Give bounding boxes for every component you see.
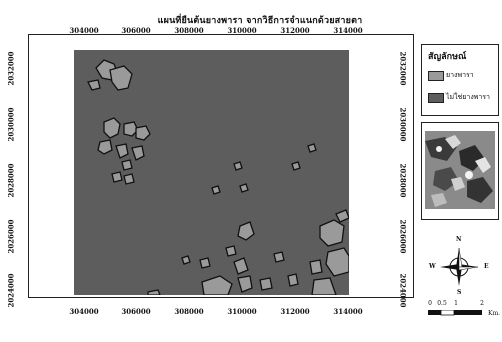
y-tick-left: 2026000 — [6, 219, 16, 254]
rubber-polygon — [319, 219, 345, 247]
legend-label-rubber: ยางพารา — [446, 71, 474, 79]
rubber-polygon — [103, 117, 121, 139]
rubber-polygon — [123, 121, 139, 137]
rubber-polygon — [307, 143, 317, 153]
scale-tick: 1 — [454, 300, 458, 307]
y-tick-right: 2032000 — [398, 51, 408, 86]
x-tick-bottom: 314000 — [333, 307, 363, 316]
x-tick-bottom: 308000 — [174, 307, 204, 316]
scale-tick: 0.5 — [437, 300, 447, 307]
rubber-polygon — [311, 277, 337, 295]
rubber-polygon — [121, 159, 133, 171]
x-tick-bottom: 304000 — [69, 307, 99, 316]
y-tick-right: 2030000 — [398, 107, 408, 142]
classified-map-area — [74, 50, 349, 295]
rubber-polygon — [147, 289, 161, 295]
rubber-polygon — [211, 185, 221, 195]
rubber-polygons — [87, 59, 349, 295]
north-arrow — [436, 244, 482, 290]
rubber-polygon — [201, 275, 233, 295]
rubber-polygon — [287, 273, 299, 287]
compass-e: E — [484, 263, 489, 270]
x-tick-top: 304000 — [69, 26, 99, 35]
y-tick-left: 2024000 — [6, 273, 16, 308]
rubber-polygon — [325, 247, 349, 277]
y-tick-right: 2026000 — [398, 219, 408, 254]
rubber-polygon — [225, 245, 237, 257]
compass-w: W — [429, 263, 436, 270]
rubber-polygon — [273, 251, 285, 263]
rubber-polygon — [237, 221, 255, 241]
compass-rose-icon — [440, 247, 479, 286]
x-tick-bottom: 310000 — [227, 307, 257, 316]
rubber-polygon — [233, 161, 243, 171]
y-tick-left: 2032000 — [6, 51, 16, 86]
rubber-polygon — [291, 161, 301, 171]
y-tick-left: 2030000 — [6, 107, 16, 142]
scale-bar — [428, 310, 482, 316]
rubber-polygon — [199, 257, 211, 269]
scale-tick: 2 — [480, 300, 484, 307]
satellite-image — [425, 131, 495, 209]
rubber-polygon — [87, 79, 101, 91]
rubber-polygon — [115, 143, 129, 159]
rubber-polygon — [97, 139, 113, 155]
scale-tick: 0 — [428, 300, 432, 307]
rubber-polygon — [335, 209, 349, 223]
legend: สัญลักษณ์ ยางพารา ไม่ใช่ยางพารา — [421, 44, 499, 116]
x-tick-top: 312000 — [280, 26, 310, 35]
legend-title: สัญลักษณ์ — [428, 52, 467, 62]
rubber-polygon — [135, 125, 151, 141]
legend-label-non-rubber: ไม่ใช่ยางพารา — [446, 93, 490, 101]
rubber-polygon — [111, 171, 123, 183]
y-tick-right: 2024000 — [398, 273, 408, 308]
y-tick-right: 2028000 — [398, 163, 408, 198]
compass-s: S — [457, 289, 462, 296]
rubber-polygon — [309, 259, 323, 275]
legend-swatch-non-rubber — [428, 93, 444, 103]
satellite-thumbnail — [421, 122, 499, 220]
x-tick-top: 306000 — [121, 26, 151, 35]
rubber-polygon — [259, 277, 273, 291]
legend-swatch-rubber — [428, 71, 444, 81]
scale-unit: Km. — [488, 310, 501, 317]
x-tick-top: 310000 — [227, 26, 257, 35]
y-tick-left: 2028000 — [6, 163, 16, 198]
rubber-polygon — [131, 145, 145, 161]
compass-n: N — [456, 236, 462, 243]
x-tick-bottom: 312000 — [280, 307, 310, 316]
rubber-polygon — [109, 65, 133, 91]
rubber-polygon — [123, 173, 135, 185]
rubber-polygon — [233, 257, 249, 275]
rubber-polygon — [181, 255, 191, 265]
x-tick-top: 314000 — [333, 26, 363, 35]
rubber-polygon — [239, 183, 249, 193]
x-tick-bottom: 306000 — [121, 307, 151, 316]
rubber-polygon — [237, 275, 253, 293]
x-tick-top: 308000 — [174, 26, 204, 35]
map-title: แผนที่ยืนต้นยางพารา จากวิธีการจำแนกด้วยส… — [157, 16, 363, 26]
